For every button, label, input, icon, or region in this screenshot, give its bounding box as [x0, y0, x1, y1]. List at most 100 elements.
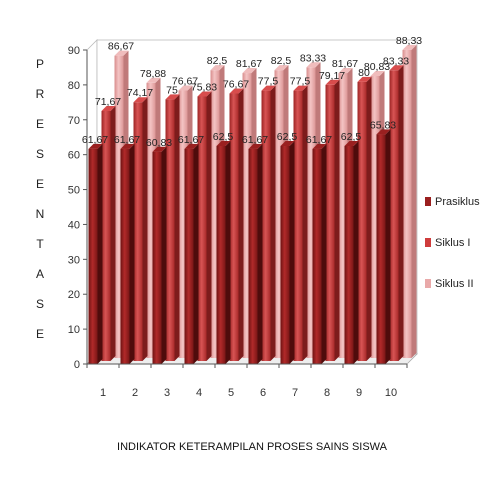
y-axis-title: P R E S E N T A S E — [36, 57, 45, 341]
data-label: 61,67 — [242, 134, 268, 146]
legend-swatch — [425, 197, 431, 206]
y-tick-label: 70 — [68, 115, 80, 127]
bar — [274, 70, 284, 358]
bar-side — [302, 85, 308, 361]
legend: Prasiklus Siklus I Siklus II — [425, 196, 480, 290]
x-tick-label: 3 — [164, 387, 170, 399]
data-label: 76,67 — [223, 79, 249, 91]
y-tick-label: 80 — [68, 80, 80, 92]
data-label: 76,67 — [172, 76, 198, 88]
bar-top — [306, 62, 321, 68]
data-label: 83,33 — [300, 52, 326, 64]
bar-top — [114, 50, 129, 56]
bar-top — [274, 65, 289, 71]
bar-side — [225, 140, 231, 364]
x-tick-label: 8 — [324, 387, 330, 399]
bar — [280, 145, 290, 364]
legend-label: Siklus II — [435, 278, 474, 290]
data-label: 77,5 — [258, 76, 279, 88]
bar — [312, 148, 322, 364]
y-tick-label: 10 — [68, 324, 80, 336]
data-label: 61,67 — [178, 134, 204, 146]
bar-top — [152, 146, 167, 152]
bar-top — [197, 91, 212, 97]
data-label: 60,83 — [146, 137, 172, 149]
bar — [306, 67, 316, 359]
bar — [165, 99, 175, 361]
data-label: 79,17 — [319, 70, 345, 82]
bar — [197, 96, 207, 361]
legend-label: Siklus I — [435, 237, 470, 249]
bar-top — [210, 65, 225, 71]
bar-top — [312, 143, 327, 149]
bar-top — [325, 79, 340, 85]
y-axis-title-letter: R — [36, 87, 45, 101]
bar-top — [280, 140, 295, 146]
bar — [210, 70, 220, 358]
bar — [261, 90, 271, 361]
bar — [376, 134, 386, 364]
bar — [114, 55, 124, 358]
bar-top — [165, 94, 180, 100]
bar-top — [370, 70, 385, 76]
data-label: 62,5 — [341, 131, 362, 143]
bar-top — [261, 85, 276, 91]
bar-side — [353, 140, 359, 364]
x-tick-label: 9 — [356, 387, 362, 399]
y-tick-label: 60 — [68, 150, 80, 162]
bar — [146, 82, 156, 358]
data-label: 65,83 — [370, 119, 396, 131]
bar — [184, 148, 194, 364]
y-axis-title-letter: E — [36, 117, 44, 131]
x-tick-label: 10 — [385, 387, 397, 399]
bar-top — [229, 88, 244, 94]
bar-top — [402, 44, 417, 50]
y-axis-title-letter: S — [36, 147, 44, 161]
bar-top — [293, 85, 308, 91]
y-tick-label: 90 — [68, 45, 80, 57]
bar — [389, 70, 399, 362]
bar-side — [142, 97, 148, 361]
bar — [216, 145, 226, 364]
bar — [133, 102, 143, 361]
bar-top — [184, 143, 199, 149]
bar-side — [161, 146, 167, 364]
y-tick-label: 0 — [74, 359, 80, 371]
bar-top — [88, 143, 103, 149]
bar-side — [206, 91, 212, 361]
y-axis-title-letter: S — [36, 297, 44, 311]
bar-top — [344, 140, 359, 146]
x-tick-label: 5 — [228, 387, 234, 399]
data-label: 80,83 — [364, 61, 390, 73]
bar-top — [120, 143, 135, 149]
bar-top — [133, 97, 148, 103]
data-label: 61,67 — [114, 134, 140, 146]
data-label: 77,5 — [290, 76, 311, 88]
bar-side — [174, 94, 180, 361]
bar — [229, 93, 239, 361]
bar-top — [389, 65, 404, 71]
bar-top — [376, 129, 391, 135]
bar — [88, 148, 98, 364]
y-axis-title-letter: A — [36, 267, 44, 281]
bar — [120, 148, 130, 364]
legend-swatch — [425, 279, 431, 288]
bar-side — [398, 65, 404, 362]
bar-top — [248, 143, 263, 149]
legend-label: Prasiklus — [435, 196, 480, 208]
data-label: 80 — [358, 67, 370, 79]
data-label: 62,5 — [213, 131, 234, 143]
x-tick-label: 6 — [260, 387, 266, 399]
data-label: 81,67 — [332, 58, 358, 70]
bar — [293, 90, 303, 361]
x-axis-title: INDIKATOR KETERAMPILAN PROSES SAINS SISW… — [117, 441, 388, 453]
data-label: 75,83 — [191, 81, 217, 93]
data-label: 78,88 — [140, 68, 166, 80]
data-label: 62,5 — [277, 131, 298, 143]
bar-side — [289, 140, 295, 364]
bar — [152, 151, 162, 364]
data-label: 86,67 — [108, 41, 134, 53]
bar-side — [366, 76, 372, 361]
bar-top — [357, 76, 372, 82]
bar-side — [385, 129, 391, 364]
